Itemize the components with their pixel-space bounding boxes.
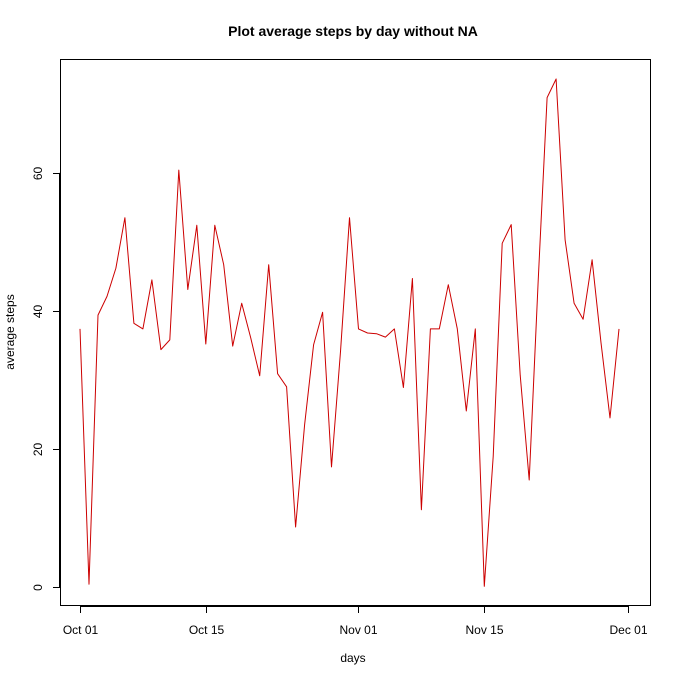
y-tick-label: 0	[31, 584, 45, 591]
chart-title: Plot average steps by day without NA	[228, 23, 478, 39]
y-axis: 0 20 40 60	[31, 167, 60, 591]
x-axis-title: days	[340, 651, 365, 665]
x-tick-label: Nov 01	[339, 623, 377, 637]
series-line	[79, 78, 620, 587]
x-tick-label: Nov 15	[465, 623, 503, 637]
y-tick-label: 60	[31, 167, 45, 181]
series-layer	[79, 78, 620, 587]
y-tick-label: 20	[31, 443, 45, 457]
x-tick-label: Oct 15	[189, 623, 225, 637]
x-tick-label: Oct 01	[63, 623, 99, 637]
x-axis: Oct 01 Oct 15 Nov 01 Nov 15 Dec 01	[63, 606, 648, 637]
y-axis-title: average steps	[3, 294, 17, 369]
plot-area	[60, 59, 651, 606]
x-tick-label: Dec 01	[609, 623, 647, 637]
y-tick-label: 40	[31, 305, 45, 319]
